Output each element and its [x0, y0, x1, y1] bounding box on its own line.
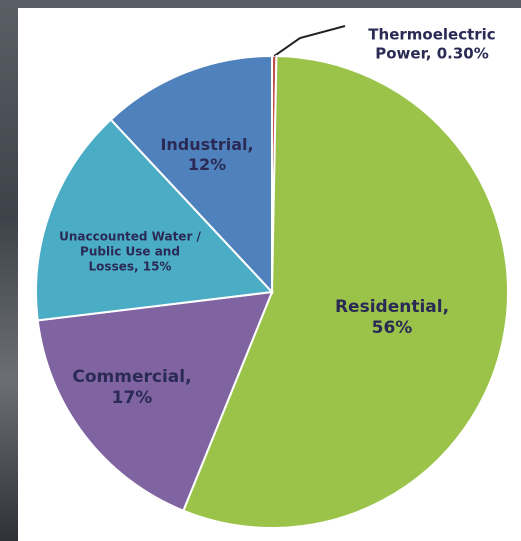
slice-label: Commercial, 17%: [62, 367, 202, 410]
category-label: Industrial,: [160, 135, 254, 154]
category-label: Thermoelectric Power,: [368, 25, 496, 62]
value-label: 17%: [111, 388, 153, 408]
value-label: 12%: [187, 155, 227, 174]
value-label: 15%: [142, 259, 172, 274]
category-label: Unaccounted Water / Public Use and Losse…: [59, 229, 201, 274]
pie-slice: [36, 290, 274, 513]
pie-slice: [182, 55, 509, 529]
slice-label: Residential, 56%: [317, 297, 467, 340]
slice-label: Thermoelectric Power, 0.30%: [345, 25, 520, 63]
value-label: 0.30%: [436, 44, 489, 62]
pie-slice: [109, 54, 273, 295]
slice-label: Unaccounted Water / Public Use and Losse…: [55, 230, 205, 275]
value-label: 56%: [371, 318, 413, 338]
slice-label: Industrial, 12%: [142, 135, 272, 175]
pie-slice: [35, 118, 275, 322]
leader-line: [273, 25, 346, 57]
category-label: Residential,: [334, 296, 450, 317]
category-label: Commercial,: [72, 366, 192, 387]
